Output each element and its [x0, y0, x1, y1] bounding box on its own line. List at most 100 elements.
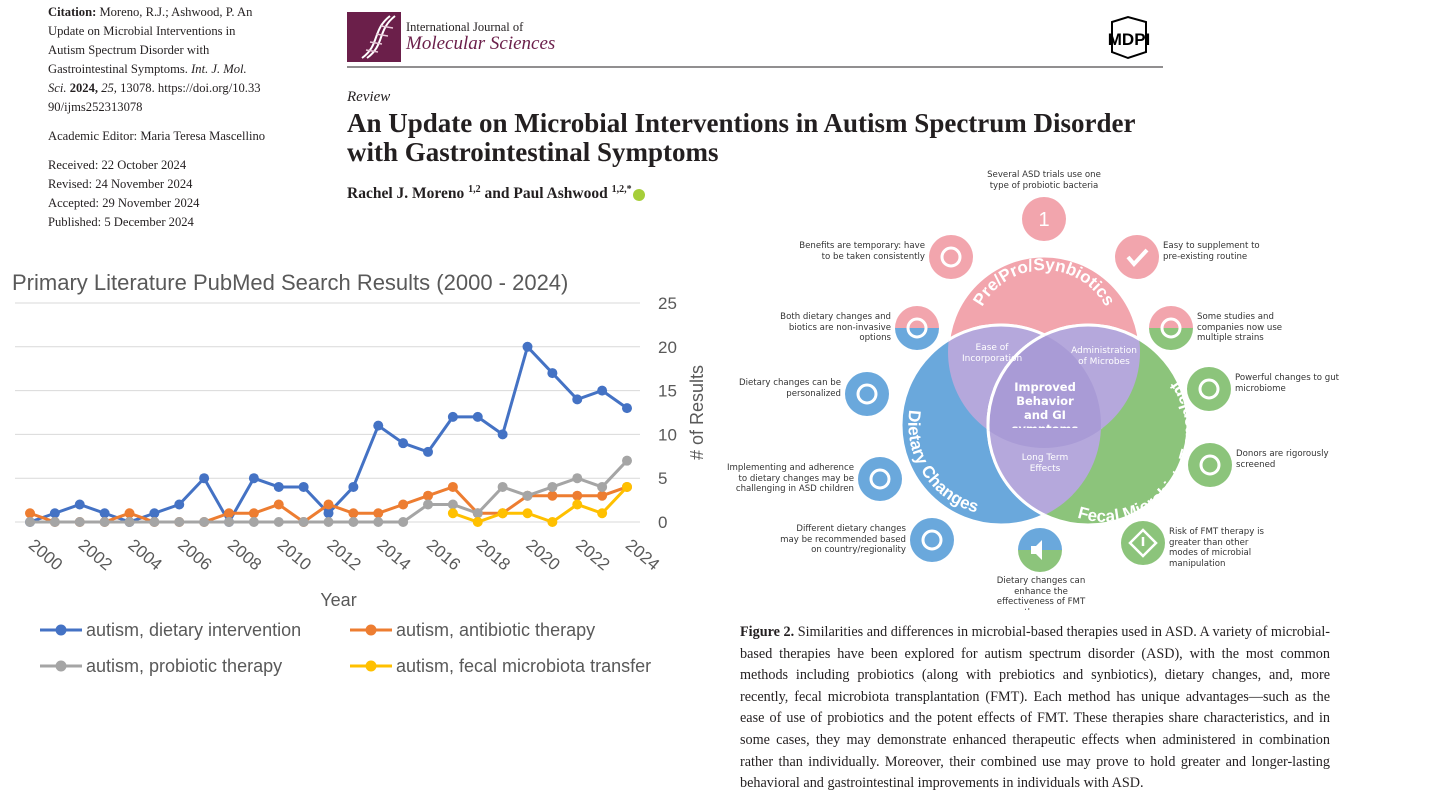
x-tick-label: 2002: [75, 535, 116, 574]
node-icon: [1160, 317, 1182, 339]
venn-center: [986, 325, 1101, 448]
citation-block: Citation: Moreno, R.J.; Ashwood, P. An U…: [48, 3, 266, 232]
data-point: [447, 411, 458, 422]
node-icon-bg: [1149, 328, 1193, 350]
data-point: [547, 481, 558, 492]
article-type: Review: [347, 89, 391, 105]
data-point: [597, 385, 608, 396]
citation-authors: Moreno, R.J.; Ashwood, P.: [99, 5, 235, 19]
y-axis-title: # of Results: [687, 365, 707, 460]
data-point: [472, 411, 483, 422]
logo-box: [347, 12, 401, 62]
citation: Citation: Moreno, R.J.; Ashwood, P. An U…: [48, 3, 266, 117]
data-point: [497, 481, 508, 492]
node-label: Both dietary changes and biotics are non…: [780, 312, 891, 343]
text-box: Powerful changes to gut microbiome: [1235, 373, 1339, 394]
citation-journal: Int. J. Mol. Sci.: [48, 62, 247, 95]
data-point: [273, 499, 284, 510]
x-tick-label: 2022: [572, 535, 613, 574]
node-icon-bg: [1018, 550, 1062, 572]
data-point: [423, 446, 433, 457]
data-point: [248, 473, 259, 484]
citation-label: Citation:: [48, 5, 97, 19]
logo-dna-rungs: [365, 25, 394, 53]
center-label: Improved Behavior and GI symptoms: [1012, 380, 1079, 428]
journal-line1: International Journal of: [406, 20, 524, 34]
x-tick-label: 2012: [323, 535, 364, 574]
data-point: [224, 517, 234, 527]
text-box: Different dietary changes may be recomme…: [780, 524, 906, 555]
node-label: Dietary changes can enhance the effectiv…: [996, 576, 1086, 610]
orcid-icon[interactable]: [632, 188, 645, 201]
data-point: [597, 508, 608, 519]
x-tick-label: 2008: [224, 535, 265, 574]
conjunction: and: [484, 185, 510, 203]
data-point: [25, 508, 35, 519]
data-point: [522, 341, 533, 352]
overlap-label: Administration of Microbes: [1071, 346, 1137, 367]
text-box: Risk of FMT therapy is greater than othe…: [1169, 527, 1264, 569]
node-label: Easy to supplement to pre-existing routi…: [1163, 241, 1260, 262]
node-icon-text: 1: [1038, 209, 1049, 231]
citation-article: 13078.: [120, 81, 155, 95]
text-box: Administration of Microbes: [1071, 346, 1137, 367]
data-point: [597, 481, 608, 492]
data-point: [547, 490, 558, 501]
node-label: Benefits are temporary: have to be taken…: [799, 241, 925, 262]
citation-title: An Update on Microbial Interventions in …: [48, 5, 253, 76]
node-icon-bg: [929, 235, 973, 279]
data-point: [572, 490, 583, 501]
authors: Rachel J. Moreno 1,2 and Paul Ashwood 1,…: [347, 184, 645, 203]
text-box: Dietary changes can be personalized: [739, 378, 841, 399]
overlap-label: Long Term Effects: [1021, 453, 1069, 474]
date: Accepted: 29 November 2024: [48, 196, 200, 210]
node-icon-bg: [845, 372, 889, 416]
data-point: [373, 508, 384, 519]
data-point: [547, 368, 558, 379]
node-icon: [1031, 540, 1042, 560]
data-point: [423, 490, 433, 501]
data-point: [49, 517, 60, 527]
data-point: [74, 499, 85, 510]
data-point: [174, 517, 185, 527]
node-label: Several ASD trials use one type of probi…: [987, 170, 1101, 191]
node-icon-bg: [895, 328, 939, 350]
legend-label: autism, antibiotic therapy: [396, 620, 595, 640]
node-label: Donors are rigorously screened: [1236, 449, 1329, 470]
data-point: [273, 481, 284, 492]
data-point: [323, 517, 334, 527]
text-box: Long Term Effects: [1021, 453, 1069, 474]
x-tick-label: 2020: [522, 535, 563, 574]
node-icon-bg: [1187, 367, 1231, 411]
data-point: [497, 429, 508, 440]
data-point: [423, 499, 433, 510]
node-icon: [940, 246, 962, 268]
x-tick-label: 2006: [174, 535, 215, 574]
text-box: Some studies and companies now use multi…: [1197, 312, 1283, 343]
x-tick-label: 2004: [124, 535, 165, 574]
text-box: Dietary changes can enhance the effectiv…: [996, 576, 1086, 610]
caption-label: Figure 2.: [740, 624, 795, 640]
data-point: [248, 508, 259, 519]
data-point: [447, 508, 458, 519]
legend-marker: [55, 624, 67, 636]
node-icon-bg: [895, 306, 939, 328]
overlap-label: Ease of Incorporation: [962, 343, 1022, 364]
x-tick-label: 2018: [473, 535, 514, 574]
legend-label: autism, fecal microbiota transfer: [396, 656, 651, 676]
node-label: Some studies and companies now use multi…: [1197, 312, 1283, 343]
citation-doi[interactable]: https://doi.org/10.3390/ijms252313078: [48, 81, 261, 114]
data-point: [298, 517, 309, 527]
node-icon: [856, 383, 878, 405]
text-box: Easy to supplement to pre-existing routi…: [1163, 241, 1260, 262]
citation-year: 2024,: [69, 81, 99, 95]
x-tick-label: 2016: [423, 535, 464, 574]
y-tick-label: 10: [658, 425, 677, 444]
legend-marker: [365, 624, 377, 636]
data-point: [149, 517, 160, 527]
data-point: [622, 481, 632, 492]
x-tick-label: 2024: [622, 535, 663, 574]
data-point: [522, 508, 533, 519]
text-box: Implementing and adherence to dietary ch…: [727, 463, 854, 494]
data-point: [49, 508, 60, 519]
